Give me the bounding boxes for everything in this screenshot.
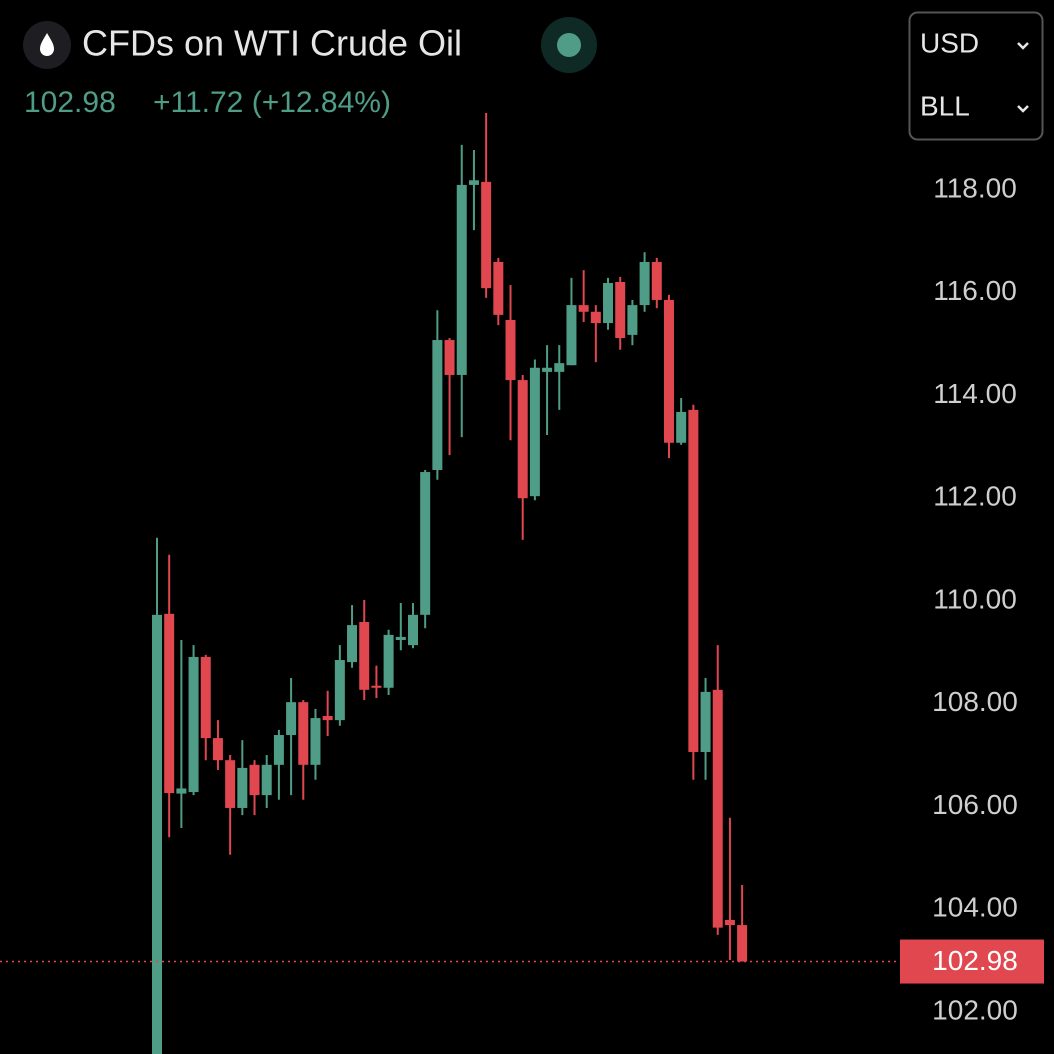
candle-body [700, 691, 711, 752]
candle-body [615, 281, 626, 338]
y-tick-label: 106.00 [932, 789, 1018, 820]
candle-body [688, 409, 699, 752]
quote-change: +11.72 (+12.84%) [153, 86, 391, 119]
unit[interactable]: BLL [920, 90, 970, 121]
candle-body [176, 788, 187, 794]
symbol-icon [23, 21, 71, 69]
candle-body [334, 660, 345, 721]
y-tick-label: 102.00 [932, 994, 1018, 1025]
candle-body [578, 305, 589, 312]
y-tick-label: 112.00 [933, 481, 1017, 512]
candle-body [407, 614, 418, 646]
candle-body [188, 656, 199, 793]
candle-body [505, 320, 516, 381]
candle-body [456, 184, 467, 375]
y-tick-label: 104.00 [932, 892, 1018, 923]
candle-body [383, 634, 394, 688]
candle-body [566, 305, 577, 366]
candle-body [249, 764, 260, 796]
unit-select[interactable]: BLL [920, 90, 1029, 121]
y-tick-label: 116.00 [933, 275, 1017, 306]
selector-box [908, 11, 1044, 141]
quote-price: 102.98 [24, 86, 116, 119]
currency[interactable]: USD [920, 27, 979, 58]
currency-select[interactable]: USD [920, 27, 1029, 58]
y-tick-label: 110.00 [933, 583, 1017, 614]
y-tick-label: 118.00 [933, 172, 1017, 203]
candle-body [395, 636, 406, 641]
candle-body [164, 613, 175, 794]
candle-body [359, 622, 370, 690]
candle-body [298, 702, 309, 765]
candle-body [237, 767, 248, 808]
candle-body [737, 925, 748, 962]
market-status[interactable] [541, 17, 597, 73]
plot-area: 102.00 104.00 106.00 108.00 110.00 112.00 114.… [0, 113, 1044, 1054]
last-price-label: 102.98 [932, 945, 1018, 976]
candle-body [468, 180, 479, 185]
candle-body [639, 261, 650, 306]
candle-body [529, 367, 540, 497]
candle-body [432, 340, 443, 470]
y-tick-label: 108.00 [932, 686, 1018, 717]
candle-body [273, 735, 284, 765]
candle-body [322, 716, 333, 721]
y-tick-label: 114.00 [933, 378, 1017, 409]
candle-body [286, 702, 297, 736]
candle-body [627, 305, 638, 335]
candle-body [542, 367, 553, 372]
candle-body [212, 738, 223, 761]
candle-body [152, 614, 162, 1054]
candle-body [517, 380, 528, 499]
candle-body [371, 685, 382, 688]
candle-body [261, 764, 272, 796]
candle-body [651, 261, 662, 300]
candle-body [225, 760, 236, 808]
candle-body [590, 311, 601, 324]
candle-body [481, 181, 492, 289]
candle-body [603, 283, 614, 324]
candle-body [420, 472, 431, 615]
instrument-title: CFDs on WTI Crude Oil [82, 23, 462, 64]
candle-body [200, 656, 211, 739]
last-price-tag [900, 939, 1044, 984]
candle-body [444, 340, 455, 375]
candle-body [493, 261, 504, 315]
candle-body [663, 299, 674, 443]
candle-body [712, 689, 723, 928]
candle-body [554, 363, 565, 372]
candle-body [676, 411, 687, 443]
candle-body [347, 625, 358, 663]
candle-body [724, 919, 735, 926]
candle-body [310, 718, 321, 765]
